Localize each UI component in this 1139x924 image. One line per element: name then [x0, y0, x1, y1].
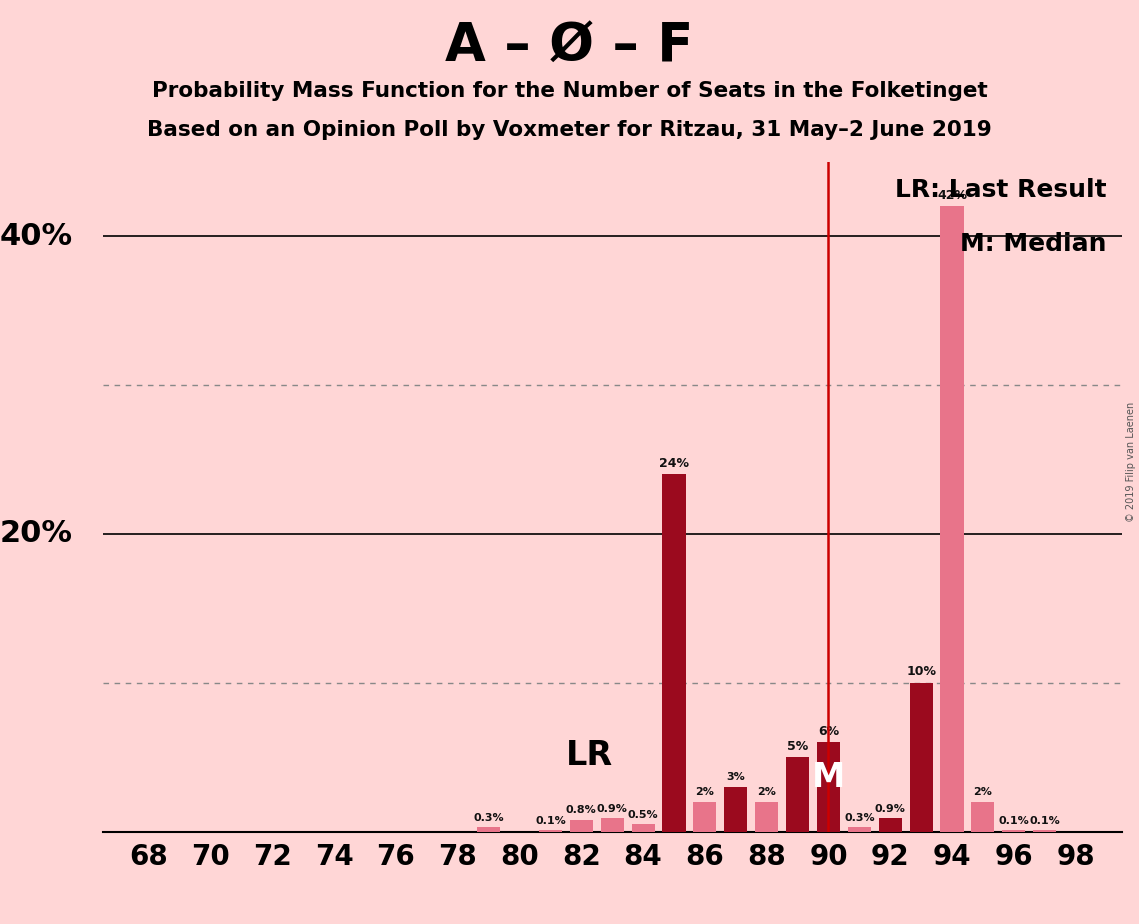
- Text: 3%: 3%: [727, 772, 745, 783]
- Bar: [663, 474, 686, 832]
- Bar: [755, 802, 778, 832]
- Bar: [631, 824, 655, 832]
- Text: 20%: 20%: [0, 519, 73, 548]
- Bar: [600, 819, 624, 832]
- Bar: [847, 827, 871, 832]
- Text: 0.3%: 0.3%: [474, 813, 503, 822]
- Bar: [972, 802, 994, 832]
- Bar: [539, 830, 562, 832]
- Text: 5%: 5%: [787, 740, 809, 753]
- Text: 0.8%: 0.8%: [566, 805, 597, 815]
- Text: Based on an Opinion Poll by Voxmeter for Ritzau, 31 May–2 June 2019: Based on an Opinion Poll by Voxmeter for…: [147, 120, 992, 140]
- Text: 0.1%: 0.1%: [1030, 816, 1060, 826]
- Text: 0.3%: 0.3%: [844, 813, 875, 822]
- Text: 0.9%: 0.9%: [597, 804, 628, 814]
- Text: LR: LR: [566, 738, 613, 772]
- Bar: [817, 742, 841, 832]
- Text: 2%: 2%: [757, 787, 776, 797]
- Text: M: M: [812, 761, 845, 795]
- Bar: [910, 683, 933, 832]
- Text: 6%: 6%: [818, 724, 839, 737]
- Text: 10%: 10%: [907, 665, 936, 678]
- Bar: [570, 820, 593, 832]
- Text: M: Median: M: Median: [960, 232, 1107, 256]
- Text: 24%: 24%: [659, 456, 689, 469]
- Bar: [724, 787, 747, 832]
- Text: 0.9%: 0.9%: [875, 804, 906, 814]
- Text: LR: Last Result: LR: Last Result: [895, 178, 1107, 202]
- Text: 40%: 40%: [0, 222, 73, 250]
- Bar: [1033, 830, 1056, 832]
- Bar: [941, 206, 964, 832]
- Bar: [1002, 830, 1025, 832]
- Text: A – Ø – F: A – Ø – F: [445, 20, 694, 72]
- Text: 2%: 2%: [696, 787, 714, 797]
- Text: 0.1%: 0.1%: [999, 816, 1030, 826]
- Bar: [477, 827, 500, 832]
- Text: Probability Mass Function for the Number of Seats in the Folketinget: Probability Mass Function for the Number…: [151, 81, 988, 102]
- Text: © 2019 Filip van Laenen: © 2019 Filip van Laenen: [1125, 402, 1136, 522]
- Bar: [878, 819, 902, 832]
- Text: 2%: 2%: [974, 787, 992, 797]
- Text: 0.1%: 0.1%: [535, 816, 566, 826]
- Text: 0.5%: 0.5%: [628, 809, 658, 820]
- Bar: [694, 802, 716, 832]
- Text: 42%: 42%: [937, 188, 967, 202]
- Bar: [786, 757, 809, 832]
